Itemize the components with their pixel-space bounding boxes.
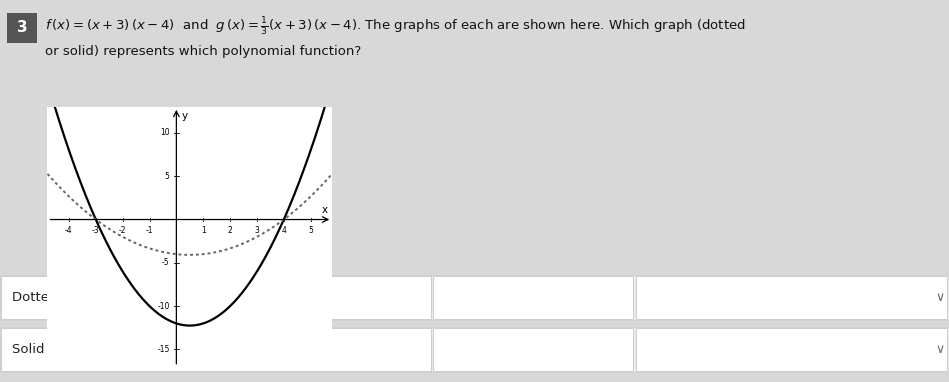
FancyBboxPatch shape: [433, 276, 633, 319]
Text: 3: 3: [17, 19, 28, 34]
Text: 4: 4: [281, 226, 287, 235]
Text: $f\,(x) = (x+3)\,(x-4)$  and  $g\,(x) = \frac{1}{3}(x+3)\,(x-4)$. The graphs of : $f\,(x) = (x+3)\,(x-4)$ and $g\,(x) = \f…: [45, 16, 746, 38]
Text: -5: -5: [162, 258, 170, 267]
Text: -4: -4: [65, 226, 73, 235]
Text: Dotted graph: Dotted graph: [12, 291, 101, 304]
Text: -3: -3: [92, 226, 100, 235]
FancyBboxPatch shape: [1, 276, 431, 319]
FancyBboxPatch shape: [0, 327, 949, 372]
FancyBboxPatch shape: [7, 13, 37, 43]
Text: or solid) represents which polynomial function?: or solid) represents which polynomial fu…: [45, 45, 362, 58]
Text: -1: -1: [146, 226, 153, 235]
FancyBboxPatch shape: [433, 328, 633, 371]
FancyBboxPatch shape: [636, 328, 947, 371]
FancyBboxPatch shape: [1, 328, 431, 371]
Text: 1: 1: [201, 226, 206, 235]
Text: -15: -15: [158, 345, 170, 354]
FancyBboxPatch shape: [636, 276, 947, 319]
Text: x: x: [322, 205, 328, 215]
Text: 5: 5: [308, 226, 313, 235]
Text: -10: -10: [158, 302, 170, 311]
Text: y: y: [182, 111, 188, 121]
Text: 10: 10: [160, 128, 170, 138]
Text: ∨: ∨: [936, 343, 945, 356]
Text: ∨: ∨: [936, 291, 945, 304]
Text: Solid graph: Solid graph: [12, 343, 88, 356]
Text: 5: 5: [165, 172, 170, 181]
FancyBboxPatch shape: [0, 275, 949, 320]
Text: -2: -2: [119, 226, 126, 235]
Text: 3: 3: [254, 226, 259, 235]
Text: 2: 2: [228, 226, 233, 235]
